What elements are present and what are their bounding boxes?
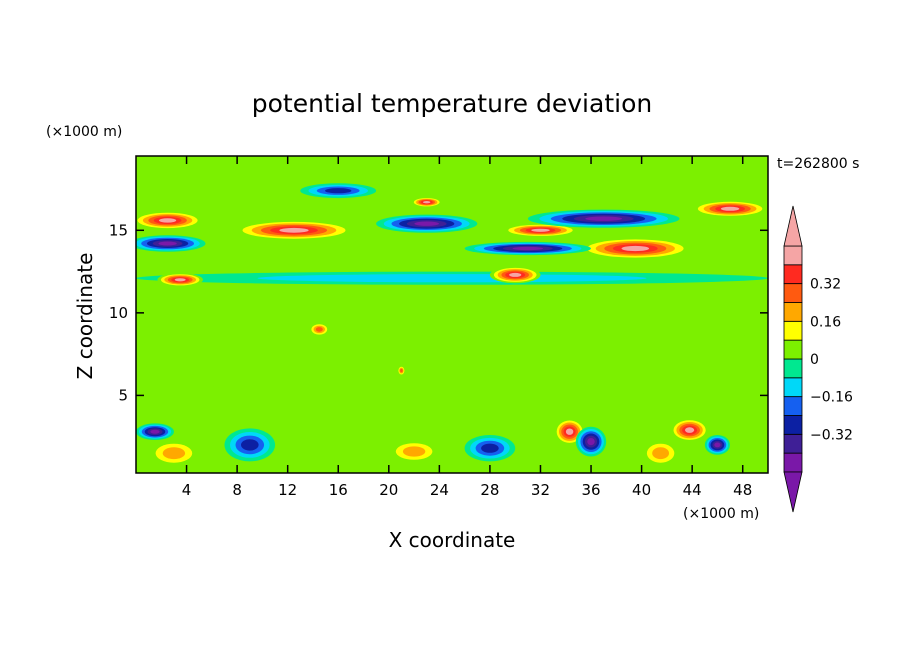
y-axis-label: Z coordinate [73,253,97,380]
contour-feature-11-level-5 [279,227,309,233]
plot-area [136,156,768,473]
colorbar-bin-5 [783,358,803,379]
contour-feature-4-level-2 [652,447,669,460]
colorbar-tick-label-2: 0 [810,352,819,368]
y-axis-unit: (×1000 m) [46,124,122,140]
contour-feature-6-level-3 [325,188,352,194]
colorbar-bin-1 [783,433,803,454]
colorbar-bin-6 [783,339,803,360]
contour-feature-17-level-5 [720,206,740,211]
contour-feature-23-level-5 [512,246,544,251]
x-tick-label-6: 28 [480,481,499,499]
colorbar-bin-0 [783,452,803,473]
contour-feature-26-level-5 [150,429,160,434]
colorbar: 0.32 0.16 0 −0.16 −0.32 [783,205,853,513]
contour-features [136,183,768,467]
contour-feature-24-level-5 [587,438,595,446]
x-axis-unit: (×1000 m) [683,506,759,522]
contour-feature-18-level-5 [565,428,574,435]
contour-feature-19-level-5 [685,427,695,433]
y-tick-label-1: 10 [109,304,128,322]
contour-feature-1-level-1 [257,274,647,283]
contour-feature-0-level-0 [136,304,768,404]
time-label: t=262800 s [777,156,859,172]
colorbar-tick-label-1: 0.16 [810,314,841,330]
contour-feature-13-level-5 [423,201,431,204]
contour-feature-8-level-3 [315,327,323,332]
contour-feature-15-level-5 [509,272,522,277]
x-tick-label-5: 24 [430,481,449,499]
x-tick-label-1: 8 [232,481,242,499]
contour-feature-2-level-2 [162,447,186,460]
x-tick-label-9: 40 [632,481,651,499]
colorbar-bin-8 [783,302,803,322]
colorbar-tick-label-0: 0.32 [810,277,841,293]
colorbar-bin-9 [783,283,803,303]
x-tick-label-7: 32 [531,481,550,499]
x-axis-label: X coordinate [389,528,516,552]
plot-frame [135,155,769,474]
colorbar-tick-label-3: −0.16 [810,390,853,406]
contour-feature-3-level-2 [402,446,426,457]
colorbar-bin-10 [783,264,803,284]
x-tick-label-3: 16 [329,481,348,499]
colorbar-bin-3 [783,396,803,416]
y-tick-label-0: 5 [118,386,128,404]
x-tick-label-11: 48 [733,481,752,499]
colorbar-bin-4 [783,377,803,397]
contour-feature-10-level-5 [159,218,177,223]
chart-title: potential temperature deviation [252,89,652,118]
contour-feature-20-level-5 [158,241,177,246]
contour-feature-12-level-5 [174,278,186,282]
contour-feature-14-level-5 [531,228,550,232]
colorbar-bin-11 [783,245,803,266]
contour-feature-16-level-5 [621,245,650,252]
x-tick-label-2: 12 [278,481,297,499]
colorbar-bottom-arrow [783,471,803,513]
contour-feature-5-level-3 [241,439,259,451]
colorbar-bin-7 [783,320,803,341]
colorbar-bin-2 [783,415,803,435]
contour-feature-22-level-5 [585,216,623,221]
x-tick-label-8: 36 [581,481,600,499]
contour-feature-7-level-3 [481,443,499,453]
x-tick-label-10: 44 [683,481,702,499]
contour-feature-9-level-3 [400,368,403,373]
x-tick-label-4: 20 [379,481,398,499]
y-tick-label-2: 15 [109,221,128,239]
x-axis-ticks: 4 8 12 16 20 24 28 32 36 40 44 48 [182,156,752,499]
contour-feature-25-level-5 [714,442,721,448]
contour-feature-21-level-5 [414,221,440,226]
y-axis-ticks: 5 10 15 [109,221,768,404]
colorbar-tick-label-4: −0.32 [810,427,853,443]
x-tick-label-0: 4 [182,481,192,499]
colorbar-top-arrow [783,205,803,247]
